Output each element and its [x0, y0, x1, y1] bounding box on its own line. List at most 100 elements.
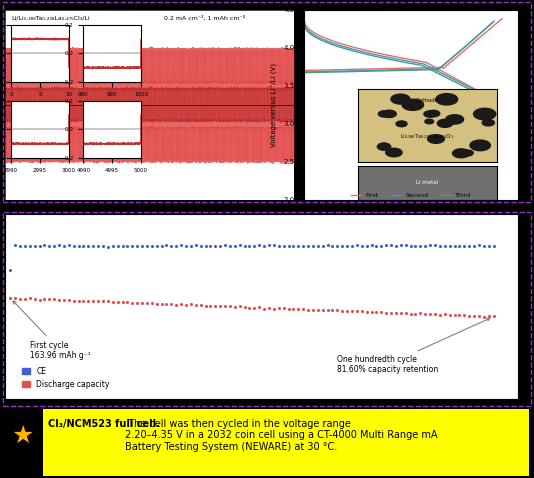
Point: [367, 308, 376, 315]
Point: [182, 242, 190, 250]
Point: [143, 299, 151, 306]
Point: [323, 306, 332, 314]
Point: [304, 242, 312, 250]
Point: [377, 242, 386, 250]
Point: [416, 309, 425, 317]
Point: [118, 242, 127, 250]
Point: [162, 241, 171, 249]
Text: Cl₃/NCM523 full cell.: Cl₃/NCM523 full cell.: [48, 419, 160, 429]
Point: [245, 242, 254, 250]
Point: [133, 299, 142, 307]
Point: [387, 242, 395, 250]
Point: [79, 242, 88, 250]
Legend: First, Second, Third: First, Second, Third: [348, 190, 474, 200]
Point: [445, 242, 454, 250]
Point: [294, 305, 303, 313]
Point: [113, 298, 122, 305]
Point: [421, 242, 429, 250]
Point: [357, 242, 366, 250]
Point: [397, 309, 405, 317]
Point: [475, 312, 483, 320]
Point: [328, 242, 337, 250]
Point: [480, 242, 488, 250]
Point: [313, 306, 322, 314]
Point: [40, 241, 49, 249]
Point: [465, 242, 474, 250]
Point: [11, 241, 19, 249]
Point: [284, 305, 293, 313]
Point: [162, 301, 171, 308]
Point: [309, 306, 317, 314]
Point: [108, 298, 117, 305]
Point: [74, 242, 83, 250]
Point: [402, 309, 410, 316]
Point: [318, 306, 327, 314]
Point: [152, 242, 161, 250]
Point: [206, 303, 215, 310]
Point: [367, 241, 376, 249]
Point: [221, 303, 229, 310]
Text: The cell was then cycled in the voltage range
2.20–4.35 V in a 2032 coin cell us: The cell was then cycled in the voltage …: [125, 419, 438, 452]
Point: [172, 301, 180, 309]
Point: [343, 242, 351, 250]
Point: [89, 297, 98, 305]
Point: [113, 242, 122, 250]
Point: [343, 307, 351, 315]
Point: [94, 297, 103, 305]
Point: [450, 311, 459, 319]
Point: [274, 242, 283, 250]
Point: [465, 312, 474, 320]
Point: [470, 313, 478, 320]
Point: [123, 242, 132, 250]
Point: [79, 297, 88, 305]
Point: [309, 242, 317, 250]
X-axis label: Capacity (mAh g⁻¹): Capacity (mAh g⁻¹): [374, 221, 448, 230]
Point: [279, 242, 288, 250]
Point: [45, 242, 53, 250]
Point: [177, 241, 185, 249]
Point: [30, 242, 39, 250]
Point: [250, 242, 258, 250]
Point: [26, 242, 34, 250]
Point: [108, 242, 117, 250]
Point: [387, 309, 395, 316]
Point: [299, 305, 308, 313]
Point: [84, 297, 92, 305]
Point: [186, 301, 195, 308]
Point: [26, 294, 34, 302]
Point: [382, 242, 390, 250]
Point: [60, 242, 68, 250]
Point: [255, 241, 263, 249]
Point: [147, 242, 156, 250]
Point: [226, 242, 234, 250]
Point: [255, 304, 263, 311]
Point: [406, 310, 415, 317]
Point: [260, 242, 269, 250]
Point: [445, 311, 454, 318]
Point: [352, 241, 361, 249]
Point: [250, 304, 258, 312]
Point: [99, 298, 107, 305]
Point: [206, 242, 215, 250]
Point: [138, 242, 146, 250]
Point: [455, 242, 464, 250]
Point: [69, 297, 78, 304]
Text: One hundredth cycle
81.60% capacity retention: One hundredth cycle 81.60% capacity rete…: [337, 318, 490, 374]
Point: [221, 241, 229, 249]
Text: ★: ★: [12, 424, 34, 447]
Point: [197, 242, 205, 250]
Point: [143, 242, 151, 250]
Point: [186, 242, 195, 250]
Point: [265, 304, 273, 312]
Point: [411, 242, 420, 250]
Point: [65, 241, 73, 249]
Point: [455, 312, 464, 319]
X-axis label: Time (h): Time (h): [132, 221, 167, 230]
Point: [35, 242, 44, 250]
Point: [279, 304, 288, 312]
Point: [333, 306, 342, 314]
Point: [11, 294, 19, 302]
Point: [167, 242, 176, 250]
Point: [294, 242, 303, 250]
Point: [240, 242, 249, 250]
